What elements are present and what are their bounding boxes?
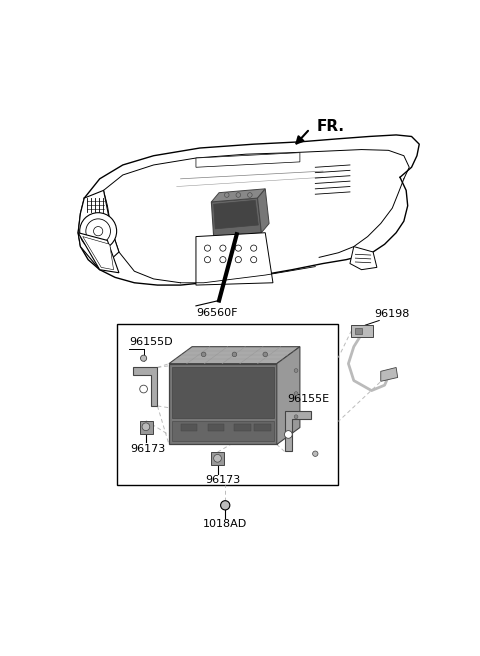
Polygon shape <box>172 421 274 441</box>
Bar <box>140 420 153 434</box>
Circle shape <box>141 355 147 361</box>
Circle shape <box>248 193 252 197</box>
Text: FR.: FR. <box>317 119 345 134</box>
Circle shape <box>294 415 298 419</box>
Text: 96198: 96198 <box>374 309 410 319</box>
Polygon shape <box>277 346 300 445</box>
Circle shape <box>225 193 229 197</box>
Circle shape <box>294 392 298 396</box>
Circle shape <box>140 385 147 393</box>
Circle shape <box>201 352 206 357</box>
Bar <box>355 328 362 334</box>
Text: 96173: 96173 <box>131 445 166 455</box>
Circle shape <box>294 369 298 373</box>
Polygon shape <box>78 190 119 270</box>
Circle shape <box>236 193 240 197</box>
Circle shape <box>232 352 237 357</box>
Bar <box>117 323 338 485</box>
Text: 96560F: 96560F <box>197 308 238 318</box>
Text: 1018AD: 1018AD <box>203 519 247 529</box>
Polygon shape <box>214 200 258 229</box>
Polygon shape <box>196 153 300 167</box>
Polygon shape <box>172 367 274 417</box>
Text: 96155D: 96155D <box>129 337 173 348</box>
Circle shape <box>285 430 292 438</box>
Circle shape <box>142 423 150 430</box>
Circle shape <box>94 226 103 236</box>
Circle shape <box>86 219 110 243</box>
Bar <box>254 424 271 430</box>
Bar <box>234 424 252 430</box>
Circle shape <box>214 455 221 462</box>
Circle shape <box>312 451 318 457</box>
Polygon shape <box>258 189 269 233</box>
Polygon shape <box>83 237 114 270</box>
Circle shape <box>80 213 117 250</box>
Circle shape <box>221 501 230 510</box>
Polygon shape <box>211 189 265 202</box>
Polygon shape <box>381 367 398 381</box>
Polygon shape <box>351 325 373 337</box>
Polygon shape <box>169 346 300 363</box>
Polygon shape <box>133 367 157 406</box>
Bar <box>207 424 225 430</box>
Polygon shape <box>285 411 312 451</box>
Text: 96173: 96173 <box>205 475 240 485</box>
Polygon shape <box>78 233 119 273</box>
Polygon shape <box>196 233 273 285</box>
Bar <box>211 452 225 465</box>
Polygon shape <box>169 363 277 445</box>
Text: 96155E: 96155E <box>287 394 329 403</box>
Circle shape <box>263 352 267 357</box>
Bar <box>180 424 197 430</box>
Polygon shape <box>350 247 377 270</box>
Polygon shape <box>211 198 262 237</box>
